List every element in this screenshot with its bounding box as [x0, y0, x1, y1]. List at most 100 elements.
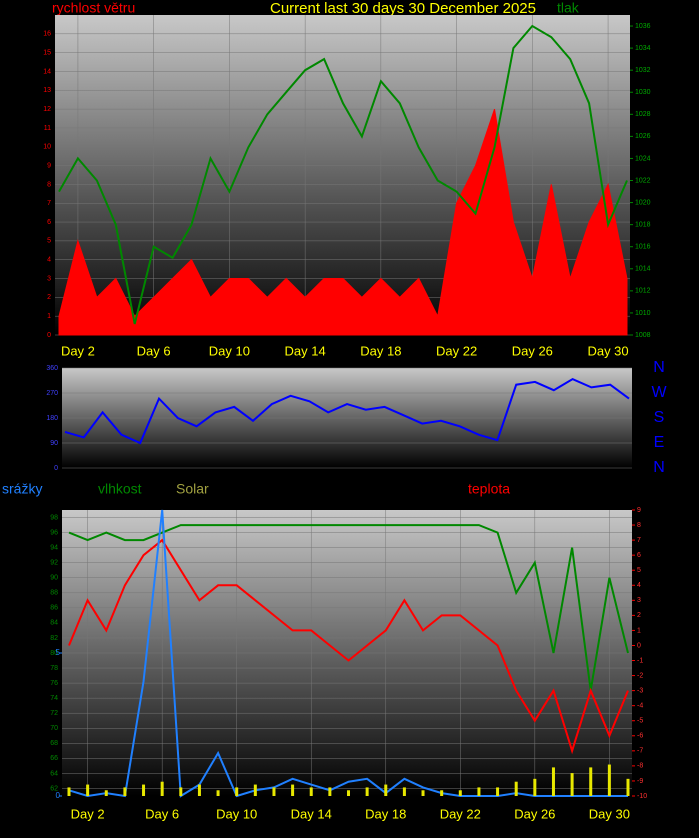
compass-label: S: [654, 409, 665, 426]
y2-tick-label: 1028: [635, 111, 651, 118]
y2-tick-label: 3: [637, 597, 641, 604]
bar: [86, 784, 90, 796]
y3-axis-label: vlhkost: [98, 481, 142, 497]
y-tick-label: 7: [47, 200, 51, 207]
y-tick-label: 94: [50, 544, 58, 551]
solar-label: Solar: [176, 481, 209, 497]
y-axis-label: srážky: [2, 481, 42, 497]
y-tick-label: 98: [50, 514, 58, 521]
x-tick-label: Day 30: [587, 343, 628, 358]
y2-tick-label: -10: [637, 793, 647, 800]
bar: [496, 787, 500, 796]
y-tick-label: 11: [44, 125, 51, 132]
bar: [570, 773, 574, 796]
y-tick-label: 80: [50, 650, 58, 657]
x-tick-label: Day 2: [71, 806, 105, 821]
y2-tick-label: 5: [637, 567, 641, 574]
bar: [402, 787, 406, 796]
line: [68, 524, 629, 691]
x-tick-label: Day 26: [512, 343, 553, 358]
y2-tick-label: -6: [637, 733, 643, 740]
bar: [589, 767, 593, 796]
y-tick-label: 180: [46, 415, 58, 422]
y-tick-label: 90: [50, 575, 58, 582]
bar: [458, 790, 462, 796]
y-tick-label: 16: [43, 31, 51, 38]
bar: [533, 778, 537, 796]
y-tick-label: 15: [43, 49, 51, 56]
y2-tick-label: 1036: [635, 23, 651, 30]
y-tick-label: 90: [50, 440, 58, 447]
bar: [514, 781, 518, 796]
y3-tick-label: 5: [56, 648, 61, 657]
x-tick-label: Day 6: [145, 806, 179, 821]
y2-tick-label: 7: [637, 537, 641, 544]
y2-tick-label: 1016: [635, 244, 651, 251]
y2-tick-label: 1032: [635, 67, 651, 74]
bar: [607, 764, 611, 796]
y-tick-label: 76: [50, 680, 58, 687]
bar: [142, 784, 146, 796]
y-tick-label: 70: [50, 725, 58, 732]
bar: [253, 784, 257, 796]
bar: [179, 787, 183, 796]
y2-axis-label: tlak: [557, 0, 580, 16]
x-tick-label: Day 14: [285, 343, 326, 358]
y-tick-label: 92: [50, 560, 58, 567]
compass-label: E: [654, 434, 665, 451]
y2-tick-label: -1: [637, 657, 643, 664]
y2-tick-label: 0: [637, 642, 641, 649]
bar: [440, 790, 444, 796]
y2-tick-label: 1024: [635, 155, 651, 162]
bar: [384, 784, 388, 796]
y-tick-label: 74: [50, 695, 58, 702]
y2-tick-label: 1012: [635, 288, 651, 295]
x-tick-label: Day 22: [436, 343, 477, 358]
area: [58, 108, 628, 336]
y2-axis-label: teplota: [468, 481, 510, 497]
y-tick-label: 64: [50, 770, 58, 777]
bar: [67, 787, 71, 796]
bar: [626, 778, 630, 796]
y-tick-label: 0: [54, 465, 58, 472]
y-axis-label: rychlost větru: [52, 0, 135, 16]
bar: [365, 787, 369, 796]
y2-tick-label: 1026: [635, 133, 651, 140]
y-tick-label: 10: [43, 144, 51, 151]
y2-tick-label: -2: [637, 672, 643, 679]
y2-tick-label: 1010: [635, 310, 651, 317]
y-tick-label: 14: [43, 68, 51, 75]
y2-tick-label: 1014: [635, 266, 651, 273]
y-tick-label: 86: [50, 605, 58, 612]
line: [68, 538, 629, 755]
y-tick-label: 5: [47, 238, 51, 245]
y-tick-label: 0: [47, 332, 51, 339]
y-tick-label: 1: [47, 313, 51, 320]
y2-tick-label: 1018: [635, 221, 651, 228]
y2-tick-label: 9: [637, 507, 641, 514]
x-tick-label: Day 18: [365, 806, 406, 821]
y2-tick-label: 1030: [635, 89, 651, 96]
y2-tick-label: 2: [637, 612, 641, 619]
x-tick-label: Day 26: [514, 806, 555, 821]
bar: [477, 787, 481, 796]
y-tick-label: 96: [50, 529, 58, 536]
x-tick-label: Day 22: [440, 806, 481, 821]
y2-tick-label: 4: [637, 582, 641, 589]
y-tick-label: 8: [47, 181, 51, 188]
y2-tick-label: 8: [637, 522, 641, 529]
y2-tick-label: -4: [637, 703, 643, 710]
y-tick-label: 6: [47, 219, 51, 226]
bar: [291, 784, 295, 796]
x-tick-label: Day 2: [61, 343, 95, 358]
y2-tick-label: 1008: [635, 332, 651, 339]
bar: [197, 784, 201, 796]
x-tick-label: Day 10: [209, 343, 250, 358]
bar: [272, 787, 276, 796]
y2-tick-label: 6: [637, 552, 641, 559]
y-tick-label: 72: [50, 710, 58, 717]
x-tick-label: Day 6: [137, 343, 171, 358]
y2-tick-label: -8: [637, 763, 643, 770]
y-tick-label: 4: [47, 257, 51, 264]
